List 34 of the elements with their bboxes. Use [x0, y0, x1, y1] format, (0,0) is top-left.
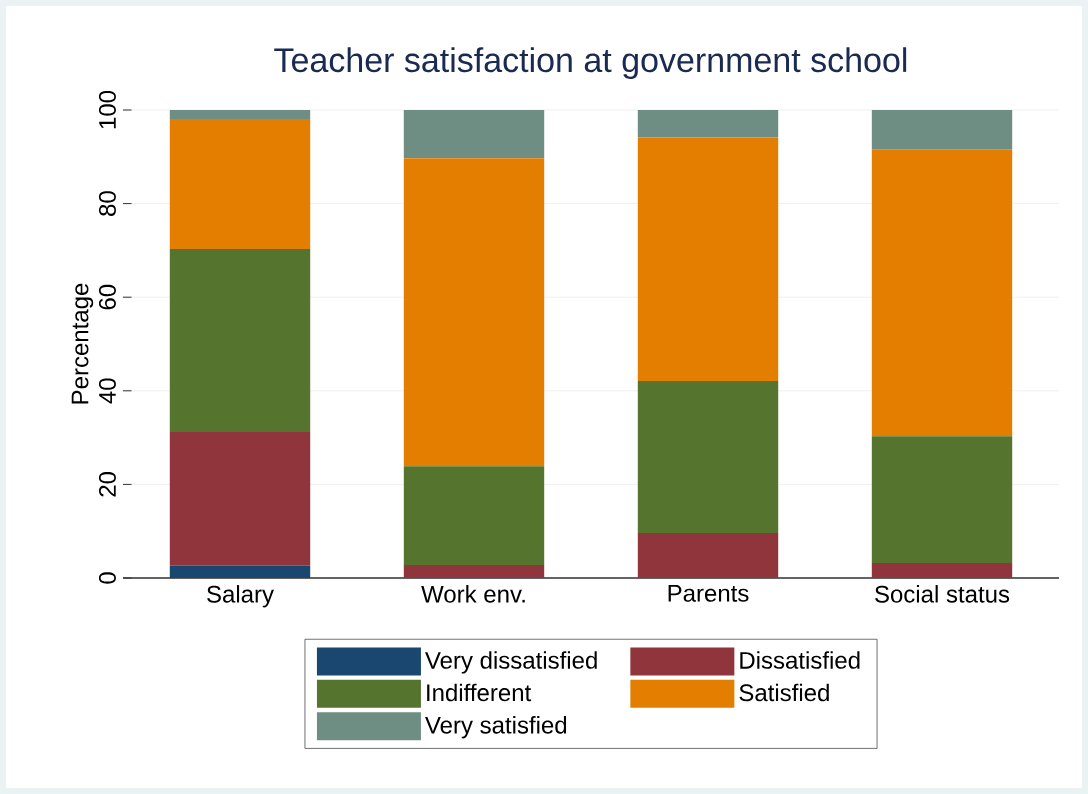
bar: [637, 110, 779, 138]
legend-label: Very satisfied: [425, 716, 567, 739]
legend-label: Indifferent: [427, 683, 532, 702]
bar: [169, 565, 311, 578]
y-tick-label: 40: [98, 378, 116, 404]
y-tick-label: 60: [98, 284, 116, 310]
bar: [169, 110, 311, 119]
legend-label: Satisfied: [739, 683, 829, 702]
y-tick-label: 100: [98, 90, 116, 129]
y-tick-label: 20: [98, 471, 116, 497]
bar: [403, 158, 545, 467]
bar: [169, 249, 311, 432]
x-tick-label: Work env.: [421, 585, 525, 603]
legend-label: Very dissatisfied: [425, 651, 597, 674]
legend-label: Dissatisfied: [740, 651, 860, 669]
bar: [403, 110, 545, 159]
bar: [871, 563, 1013, 578]
bar: [169, 118, 311, 249]
x-tick-label: Parents: [668, 585, 749, 602]
bar: [871, 149, 1013, 437]
chart-title: Teacher satisfaction at government school: [274, 47, 907, 79]
bar: [637, 533, 779, 578]
bar: [403, 564, 545, 578]
bar: [403, 466, 545, 565]
bar: [637, 137, 779, 381]
y-tick-label: 80: [98, 191, 116, 216]
bar: [637, 380, 779, 534]
y-axis-title: Percentage: [71, 283, 94, 404]
x-tick-label: Social status: [875, 585, 1010, 603]
bar: [871, 436, 1013, 564]
x-tick-label: Salary: [207, 585, 274, 608]
bar: [169, 431, 311, 566]
y-tick-label: 0: [98, 572, 116, 584]
bar: [871, 110, 1013, 150]
